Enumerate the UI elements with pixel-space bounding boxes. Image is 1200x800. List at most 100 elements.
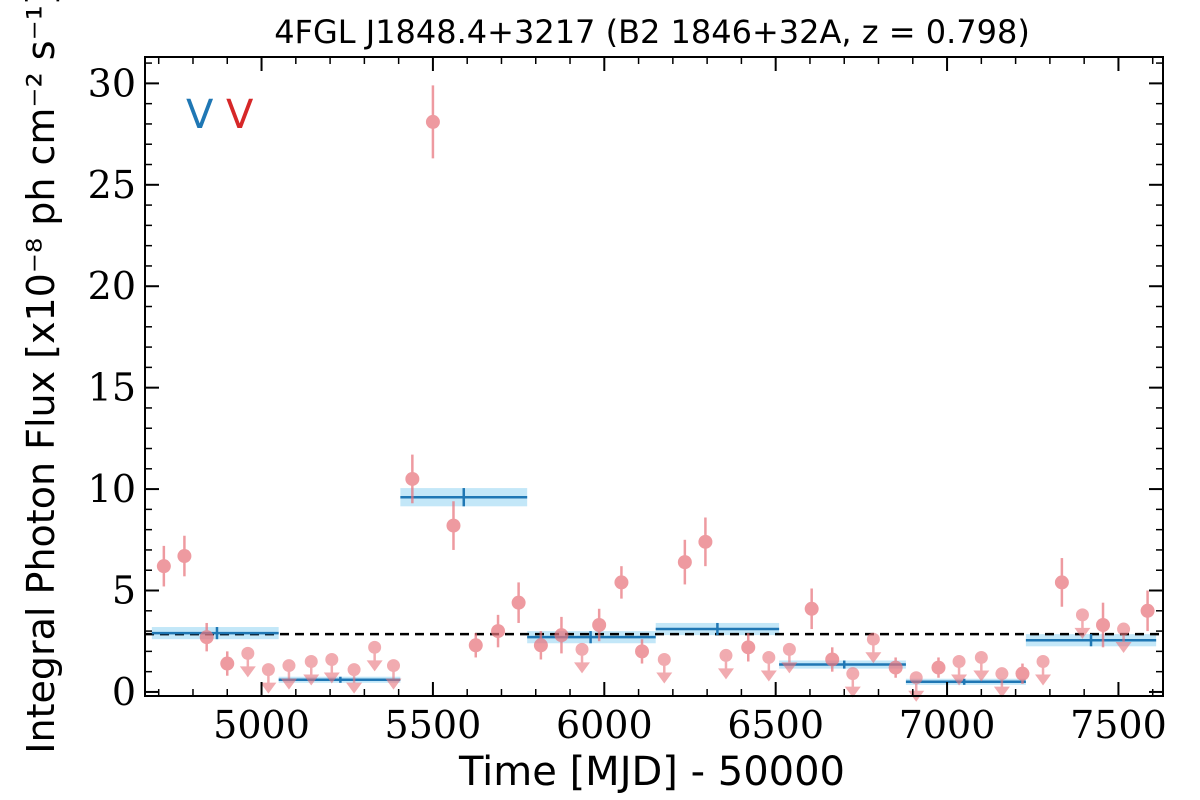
flux-point	[554, 616, 569, 654]
flux-point	[220, 651, 235, 676]
legend-entry-red: V	[226, 92, 254, 138]
upper-limit	[260, 663, 277, 694]
flux-point	[199, 622, 214, 652]
flux-point-marker	[592, 618, 607, 632]
y-tick-label: 30	[88, 61, 136, 105]
upper-limit	[781, 642, 798, 674]
legend-entry-blue: V	[186, 92, 214, 138]
upper-limit-arrow	[1035, 674, 1052, 686]
flux-point-marker	[220, 656, 235, 671]
flux-point-marker	[177, 549, 192, 564]
upper-limit-arrow	[717, 668, 734, 680]
flux-point-marker	[405, 471, 420, 486]
upper-limit-arrow	[323, 672, 340, 684]
upper-limit-arrow	[385, 678, 402, 690]
upper-limit-arrow	[781, 662, 798, 674]
flux-point	[405, 454, 420, 504]
legend: V V	[186, 92, 254, 138]
upper-limit	[574, 642, 591, 674]
x-tick-label: 7000	[899, 703, 996, 747]
tick-labels: 5000 5500 6000 6500 7000 7500 0 5 10 15 20 25 30	[88, 61, 1167, 747]
y-tick-label: 25	[88, 163, 136, 207]
flux-point	[888, 657, 903, 678]
upper-limit	[1035, 655, 1052, 686]
axis-ticks	[145, 57, 1163, 696]
flux-point	[698, 517, 713, 567]
flux-point	[468, 633, 483, 658]
upper-limit	[1074, 608, 1091, 639]
flux-point	[1140, 590, 1155, 632]
flux-point-marker	[446, 518, 461, 533]
flux-point	[446, 501, 461, 550]
flux-point	[804, 588, 819, 630]
flux-point-marker	[554, 628, 569, 643]
upper-limit-arrow	[951, 674, 968, 686]
flux-point-marker	[741, 640, 756, 655]
upper-limit-arrow	[280, 678, 297, 690]
flux-point	[491, 614, 506, 648]
flux-point-marker	[1054, 575, 1069, 590]
plot-frame	[144, 56, 1164, 697]
flux-point-marker	[468, 638, 483, 653]
upper-limit	[717, 648, 734, 680]
flux-point	[677, 539, 692, 585]
upper-limit	[908, 671, 925, 702]
upper-limit	[993, 667, 1010, 698]
flux-point	[825, 647, 840, 672]
upper-limit	[239, 646, 256, 678]
flux-point-marker	[491, 624, 506, 639]
upper-limit-arrow	[1115, 642, 1132, 654]
flux-point-marker	[1096, 618, 1111, 632]
x-tick-label: 6500	[727, 703, 824, 747]
upper-limit-arrow	[656, 672, 673, 684]
flux-point-marker	[677, 555, 692, 570]
upper-limit-arrow	[844, 686, 861, 698]
upper-limit	[865, 632, 882, 664]
upper-limit	[346, 663, 363, 694]
upper-limit	[366, 640, 383, 672]
upper-limit	[1115, 622, 1132, 654]
upper-limit-arrow	[366, 660, 383, 672]
upper-limit-arrow	[993, 686, 1010, 698]
upper-limit	[385, 659, 402, 690]
upper-limit-arrow	[346, 682, 363, 694]
upper-limit-arrow	[973, 670, 990, 682]
y-tick-label: 15	[88, 366, 136, 410]
flux-point-marker	[698, 534, 713, 549]
y-tick-label: 0	[112, 670, 136, 714]
flux-point	[614, 566, 629, 599]
upper-limit	[656, 652, 673, 684]
flux-point	[533, 631, 548, 660]
upper-limit	[303, 655, 320, 686]
flux-point-marker	[635, 644, 650, 659]
flux-point-marker	[614, 575, 629, 590]
flux-point	[592, 608, 607, 642]
y-tick-label: 5	[112, 569, 136, 613]
upper-limit-arrow	[760, 670, 777, 682]
upper-limit-arrow	[865, 652, 882, 664]
flux-point	[1015, 663, 1030, 684]
y-tick-label: 20	[88, 264, 136, 308]
upper-limit-arrow	[1074, 627, 1091, 639]
flux-point-marker	[1015, 666, 1030, 681]
upper-limit	[951, 655, 968, 686]
flux-point-marker	[425, 114, 440, 129]
upper-limit-arrow	[260, 682, 277, 694]
binned-flux-lines	[151, 488, 1157, 685]
flux-point	[511, 582, 526, 623]
flux-point	[635, 639, 650, 664]
flux-point-marker	[199, 630, 214, 645]
flux-point	[1054, 558, 1069, 607]
x-tick-label: 7500	[1070, 703, 1167, 747]
flux-point	[1096, 602, 1111, 648]
flux-point-marker	[1140, 603, 1155, 618]
flux-point	[931, 657, 946, 678]
y-axis-label: Integral Photon Flux [x10⁻⁸ ph cm⁻² s⁻¹]	[19, 0, 63, 754]
flux-point-marker	[804, 601, 819, 616]
flux-point-marker	[825, 652, 840, 667]
upper-limit	[844, 667, 861, 698]
flux-point-marker	[511, 595, 526, 610]
flux-point	[177, 535, 192, 577]
upper-limit	[280, 659, 297, 690]
flux-point	[741, 633, 756, 662]
